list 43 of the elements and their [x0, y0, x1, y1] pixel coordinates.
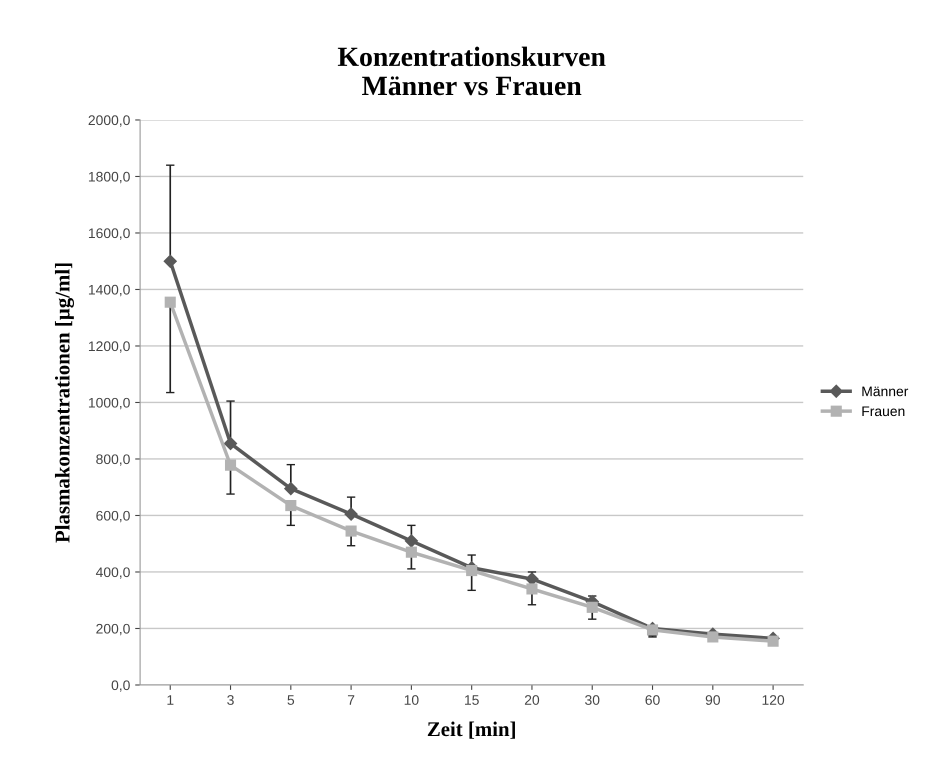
x-tick-label: 60	[646, 695, 660, 705]
y-tick-label: 800,0	[96, 454, 130, 466]
x-tick-label: 5	[288, 695, 294, 705]
y-tick-label: 400,0	[96, 567, 130, 579]
x-tick-label: 1	[167, 695, 174, 705]
point	[224, 460, 236, 471]
point	[285, 500, 296, 512]
y-tick-label: 2000,0	[88, 115, 130, 127]
y-tick-label: 1800,0	[88, 172, 130, 184]
point	[404, 534, 418, 548]
y-tick-label: 600,0	[96, 510, 130, 522]
point	[224, 436, 238, 450]
point	[768, 636, 779, 647]
x-tick-label: 3	[227, 695, 234, 705]
chart-title: Konzentrationskurven Männer vs Frauen	[338, 46, 606, 96]
point	[164, 254, 177, 268]
x-tick-label: 120	[762, 695, 784, 705]
x-tick-label: 30	[585, 695, 600, 705]
x-tick-label: 7	[348, 695, 354, 705]
x-tick-label: 20	[524, 695, 540, 705]
y-tick-label: 1000,0	[88, 398, 130, 410]
legend-label: Frauen	[862, 406, 904, 416]
point	[406, 546, 417, 558]
point	[344, 507, 358, 521]
legend-label: Männer	[862, 386, 908, 396]
x-tick-label: 15	[465, 695, 479, 705]
point	[346, 525, 357, 537]
point	[586, 602, 598, 613]
point	[284, 482, 298, 496]
x-tick-label: 10	[404, 695, 419, 705]
y-tick-label: 1600,0	[88, 228, 130, 240]
point	[466, 565, 478, 576]
y-tick-label: 1200,0	[88, 341, 130, 353]
point	[646, 624, 658, 636]
x-tick-label: 90	[706, 695, 720, 705]
point	[164, 296, 176, 308]
point	[707, 631, 718, 643]
y-axis-title: Plasmakonzentrationen [µg/ml]	[54, 263, 74, 543]
y-tick-label: 200,0	[96, 624, 130, 636]
y-tick-label: 0,0	[112, 680, 130, 692]
point	[526, 583, 538, 594]
x-axis-title: Zeit [min]	[428, 722, 515, 739]
y-tick-label: 1400,0	[88, 284, 130, 296]
